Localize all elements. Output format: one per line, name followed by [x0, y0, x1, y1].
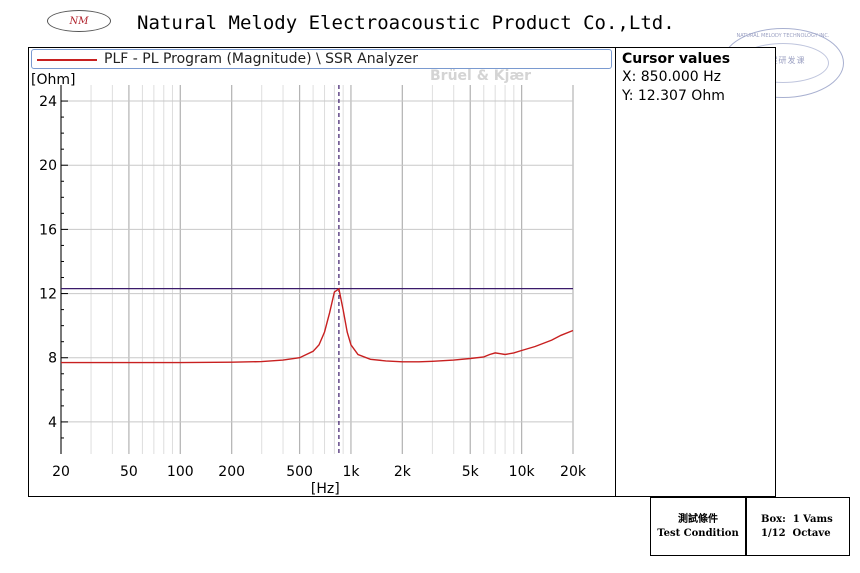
company-logo: NM	[47, 10, 111, 32]
test-condition-label: 測試條件 Test Condition	[650, 497, 746, 556]
y-tick-label: 24	[39, 94, 57, 110]
brand-watermark: Brüel & Kjær	[430, 68, 532, 84]
x-tick-label: 1k	[342, 464, 360, 480]
company-name: Natural Melody Electroacoustic Product C…	[137, 12, 675, 34]
x-tick-label: 5k	[462, 464, 480, 480]
legend-label: PLF - PL Program (Magnitude) \ SSR Analy…	[104, 51, 419, 67]
panel-divider	[615, 47, 616, 497]
test-condition-cn: 測試條件	[678, 513, 718, 525]
y-tick-label: 12	[39, 287, 57, 303]
cursor-x-value: X: 850.000 Hz	[622, 69, 721, 85]
x-tick-label: 50	[120, 464, 138, 480]
x-tick-label: 100	[167, 464, 194, 480]
series-line-impedance	[61, 287, 574, 364]
test-condition-values: Box: 1 Vams 1/12 Octave	[746, 497, 850, 556]
test-condition-en: Test Condition	[657, 527, 739, 539]
y-tick-label: 8	[48, 351, 57, 367]
x-tick-label: 10k	[509, 464, 536, 480]
x-axis-label: [Hz]	[311, 481, 340, 497]
cursor-y-value: Y: 12.307 Ohm	[622, 88, 725, 104]
y-tick-label: 4	[48, 415, 57, 431]
legend[interactable]: PLF - PL Program (Magnitude) \ SSR Analy…	[31, 49, 612, 69]
y-tick-label: 20	[39, 158, 57, 174]
legend-swatch	[37, 59, 97, 61]
x-tick-label: 500	[286, 464, 313, 480]
octave-smoothing: 1/12 Octave	[761, 527, 831, 539]
cursor-values-title: Cursor values	[622, 51, 731, 67]
x-tick-label: 20	[52, 464, 70, 480]
x-tick-label: 200	[218, 464, 245, 480]
seal-top-text: NATURAL MELODY TECHNOLOGY INC.	[736, 33, 830, 39]
seal-center-text: 工程研发课	[760, 56, 806, 65]
y-tick-label: 16	[39, 222, 57, 238]
x-tick-label: 20k	[560, 464, 587, 480]
y-axis-label: [Ohm]	[31, 72, 75, 88]
x-tick-label: 2k	[394, 464, 412, 480]
box-volume: Box: 1 Vams	[761, 513, 833, 525]
